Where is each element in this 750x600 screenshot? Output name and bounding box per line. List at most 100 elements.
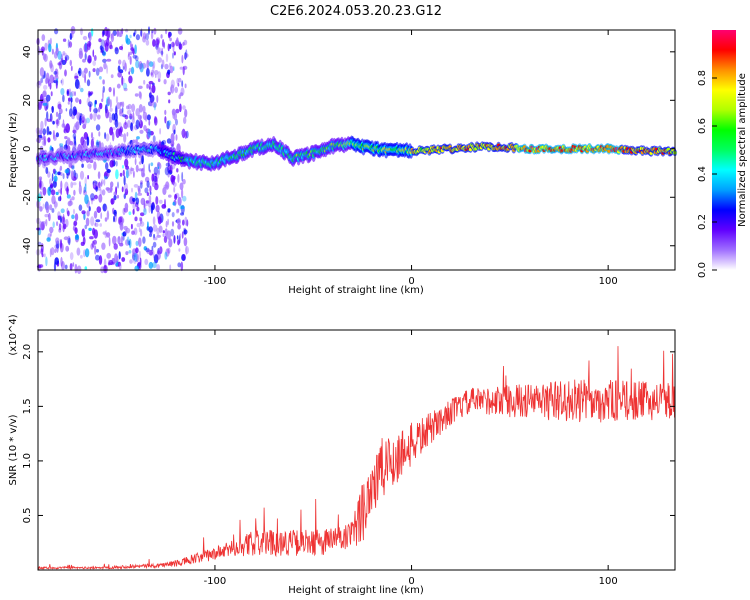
noise-speckle xyxy=(78,84,81,90)
noise-speckle xyxy=(39,178,42,188)
noise-speckle xyxy=(46,118,52,123)
snr-y-axis-title: SNR (10 * v/v) xyxy=(8,414,19,485)
noise-speckle xyxy=(104,217,108,222)
noise-speckle xyxy=(101,189,106,196)
noise-speckle xyxy=(66,139,71,146)
noise-speckle xyxy=(137,114,143,120)
noise-speckle xyxy=(146,249,151,255)
noise-speckle xyxy=(132,111,135,121)
noise-speckle xyxy=(149,130,154,136)
noise-speckle xyxy=(174,194,178,201)
noise-speckle xyxy=(113,243,118,250)
noise-speckle xyxy=(84,194,89,205)
noise-speckle xyxy=(39,67,45,77)
noise-speckle xyxy=(158,225,163,233)
noise-speckle xyxy=(134,29,137,35)
noise-speckle xyxy=(39,206,43,212)
noise-speckle xyxy=(62,38,67,42)
noise-speckle xyxy=(58,112,62,120)
noise-speckle xyxy=(106,58,112,62)
noise-speckle xyxy=(74,234,80,241)
noise-speckle xyxy=(139,182,143,189)
noise-speckle xyxy=(68,237,71,246)
noise-speckle xyxy=(135,197,140,205)
noise-speckle xyxy=(42,102,48,106)
noise-speckle xyxy=(128,67,132,72)
noise-speckle xyxy=(61,261,65,271)
noise-speckle xyxy=(71,172,75,179)
noise-speckle xyxy=(168,99,171,104)
noise-speckle xyxy=(106,252,111,259)
noise-speckle xyxy=(126,120,131,128)
noise-speckle xyxy=(105,162,109,171)
noise-speckle xyxy=(115,105,118,115)
noise-speckle xyxy=(121,27,124,35)
noise-speckle xyxy=(99,102,103,110)
noise-speckle xyxy=(85,117,91,124)
noise-speckle xyxy=(113,195,117,201)
noise-speckle xyxy=(139,221,145,227)
noise-speckle xyxy=(108,259,114,266)
noise-speckle xyxy=(119,221,124,231)
noise-speckle xyxy=(98,66,104,73)
noise-speckle xyxy=(180,130,184,136)
noise-speckle xyxy=(152,216,156,226)
noise-speckle xyxy=(54,28,59,35)
noise-speckle xyxy=(105,172,108,177)
noise-speckle xyxy=(176,37,179,44)
noise-speckle xyxy=(129,259,133,264)
noise-speckle xyxy=(179,182,184,191)
noise-speckle xyxy=(101,51,106,56)
noise-speckle xyxy=(138,85,143,90)
noise-speckle xyxy=(78,47,83,56)
noise-speckle xyxy=(99,189,103,196)
noise-speckle xyxy=(81,120,85,124)
noise-speckle xyxy=(183,254,186,260)
noise-speckle xyxy=(146,68,150,77)
snr-series-line xyxy=(37,346,676,571)
noise-speckle xyxy=(113,87,115,97)
noise-speckle xyxy=(84,266,88,271)
noise-speckle xyxy=(183,116,187,124)
noise-speckle xyxy=(49,82,52,90)
noise-speckle xyxy=(185,49,188,59)
noise-speckle xyxy=(62,94,65,103)
noise-speckle xyxy=(41,140,45,146)
noise-speckle xyxy=(171,212,175,218)
noise-speckle xyxy=(150,30,154,40)
noise-speckle xyxy=(145,200,150,204)
noise-speckle xyxy=(84,183,87,193)
noise-speckle xyxy=(173,129,176,135)
y-tick-label: 20 xyxy=(22,94,33,107)
noise-speckle xyxy=(117,71,122,78)
noise-speckle xyxy=(162,230,165,234)
noise-speckle xyxy=(181,54,184,64)
noise-speckle xyxy=(98,106,101,113)
noise-speckle xyxy=(53,135,57,141)
noise-speckle xyxy=(51,105,54,114)
noise-speckle xyxy=(152,261,157,269)
noise-speckle xyxy=(68,97,71,102)
noise-speckle xyxy=(121,101,125,108)
noise-speckle xyxy=(91,198,93,205)
noise-speckle xyxy=(67,200,73,207)
noise-speckle xyxy=(167,31,171,39)
noise-speckle xyxy=(108,86,112,93)
noise-speckle xyxy=(57,189,61,194)
noise-speckle xyxy=(180,261,184,272)
noise-speckle xyxy=(121,107,124,113)
noise-speckle xyxy=(169,37,172,42)
noise-speckle xyxy=(170,84,175,94)
noise-speckle xyxy=(57,171,61,176)
colorbar-tick-label: 0.2 xyxy=(697,214,708,230)
noise-speckle xyxy=(168,194,172,198)
noise-speckle xyxy=(139,217,143,225)
noise-speckle xyxy=(92,49,95,58)
noise-speckle xyxy=(130,122,134,132)
noise-speckle xyxy=(164,116,167,124)
noise-speckle xyxy=(128,250,132,254)
noise-speckle xyxy=(40,77,44,84)
noise-speckle xyxy=(100,39,105,48)
noise-speckle xyxy=(169,65,174,74)
noise-speckle xyxy=(45,219,48,227)
